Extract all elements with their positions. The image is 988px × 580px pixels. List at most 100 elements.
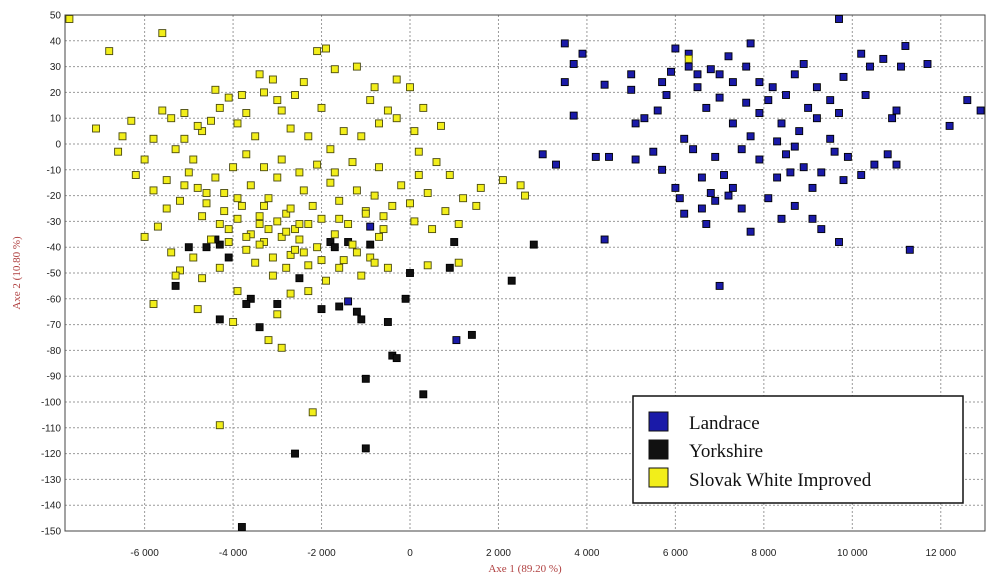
data-point (423, 189, 432, 197)
data-point (176, 266, 184, 275)
data-point (335, 196, 344, 205)
y-tick-labels: 50 40 30 20 10 0 -10 -20 -30 -40 -50 -60 -70 -80 -90 -1… (41, 11, 61, 538)
data-point (746, 132, 755, 141)
data-point (737, 204, 746, 213)
data-point (450, 238, 459, 246)
data-point (839, 72, 848, 81)
data-point (304, 132, 313, 141)
data-point (299, 78, 308, 87)
data-point (162, 204, 171, 213)
data-point (671, 183, 680, 192)
data-point (671, 44, 680, 53)
data-point (662, 91, 671, 99)
data-point (295, 274, 304, 283)
data-point (255, 220, 264, 228)
data-point (149, 134, 158, 143)
data-point (897, 62, 905, 71)
data-point (569, 60, 578, 68)
data-point (251, 132, 260, 141)
data-point (286, 250, 295, 259)
data-point (304, 220, 313, 228)
data-point (361, 444, 370, 453)
data-point (406, 199, 414, 208)
data-point (379, 225, 388, 234)
data-point (905, 245, 914, 254)
data-point (866, 62, 874, 71)
data-point (945, 121, 954, 130)
data-point (286, 204, 295, 213)
data-point (467, 330, 476, 339)
data-point (224, 238, 233, 246)
data-point (237, 201, 246, 210)
data-point (313, 160, 322, 169)
data-point (419, 103, 428, 112)
data-point (344, 297, 353, 306)
data-point (454, 258, 463, 267)
data-point (976, 106, 985, 115)
data-point (406, 269, 414, 277)
data-point (282, 209, 291, 218)
data-point (330, 65, 339, 74)
data-point (291, 245, 299, 254)
data-point (264, 225, 273, 234)
data-point (361, 209, 370, 218)
data-point (799, 163, 808, 172)
data-point (653, 106, 662, 115)
data-point (224, 93, 233, 102)
data-point (901, 42, 910, 50)
data-point (414, 147, 423, 156)
data-point (127, 116, 136, 125)
data-point (790, 201, 799, 210)
data-point (277, 106, 286, 115)
data-point (640, 114, 649, 123)
data-point (291, 91, 299, 99)
data-point (158, 29, 167, 38)
data-point (826, 134, 835, 143)
data-point (215, 315, 224, 324)
x-tick-labels: -6 000 -4 000 -2 000 0 2 000 4 000 6 000 8 000 1… (130, 548, 956, 559)
data-point (680, 209, 689, 218)
data-point (229, 163, 238, 172)
data-point (193, 183, 202, 192)
y-tick-label: 0 (55, 140, 61, 151)
data-point (149, 300, 158, 308)
data-point (317, 214, 326, 223)
data-point (600, 80, 609, 89)
data-point (291, 225, 299, 234)
y-tick-label: -70 (47, 320, 62, 331)
data-point (706, 189, 715, 197)
data-point (861, 91, 870, 99)
y-tick-label: 20 (50, 88, 62, 99)
data-point (923, 60, 932, 68)
data-point (242, 150, 251, 159)
data-point (273, 96, 282, 105)
data-point (344, 220, 353, 228)
legend-swatch-slovak-white-improved (648, 467, 669, 488)
data-point (452, 336, 461, 345)
data-point (423, 261, 432, 270)
x-tick-label: 2 000 (486, 548, 511, 559)
data-point (383, 263, 392, 272)
data-point (742, 98, 751, 107)
data-point (516, 181, 525, 190)
data-point (755, 155, 764, 164)
data-point (229, 318, 238, 326)
data-point (352, 62, 361, 71)
plot-frame (64, 14, 986, 532)
y-tick-label: -110 (42, 423, 62, 434)
x-tick-label: -6 000 (130, 548, 159, 559)
data-point (773, 137, 782, 146)
data-point (773, 173, 782, 182)
data-point (888, 114, 897, 123)
data-point (237, 523, 246, 531)
data-point (317, 305, 326, 314)
data-point (605, 152, 613, 161)
data-point (684, 62, 693, 71)
legend-label-slovak-white-improved: Slovak White Improved (689, 470, 872, 491)
data-point (299, 248, 308, 257)
data-point (264, 194, 273, 203)
data-point (246, 294, 255, 303)
data-point (255, 240, 264, 249)
data-point (268, 271, 277, 280)
data-point (224, 253, 233, 262)
